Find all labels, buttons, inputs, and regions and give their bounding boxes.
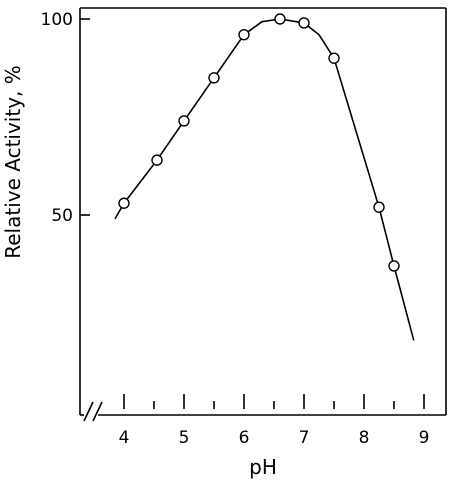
data-point (118, 197, 130, 209)
points-layer (118, 13, 400, 272)
data-point (178, 115, 190, 127)
y-tick-label: 50 (51, 206, 73, 226)
x-tick-label: 8 (359, 428, 370, 448)
axis-break-mark (92, 401, 103, 422)
data-point (328, 52, 340, 64)
x-tick-label: 5 (179, 428, 190, 448)
data-point (274, 13, 286, 25)
axis-break-mark (83, 401, 94, 422)
y-axis-label: Relative Activity, % (1, 65, 25, 259)
axes (79, 7, 447, 422)
ticks: 50 100 4 5 6 7 8 9 (41, 10, 430, 448)
data-point (298, 17, 310, 29)
x-tick-label: 9 (419, 428, 430, 448)
x-tick-label: 7 (299, 428, 310, 448)
x-tick-label: 6 (239, 428, 250, 448)
x-tick-label: 4 (119, 428, 130, 448)
data-point (238, 28, 250, 41)
x-axis-label: pH (249, 455, 277, 479)
data-point (388, 260, 400, 272)
data-point (373, 201, 385, 213)
data-point (208, 72, 220, 84)
series-line (114, 18, 415, 341)
curve-layer (114, 18, 415, 341)
y-tick-label: 100 (41, 10, 73, 30)
data-point (151, 154, 163, 166)
